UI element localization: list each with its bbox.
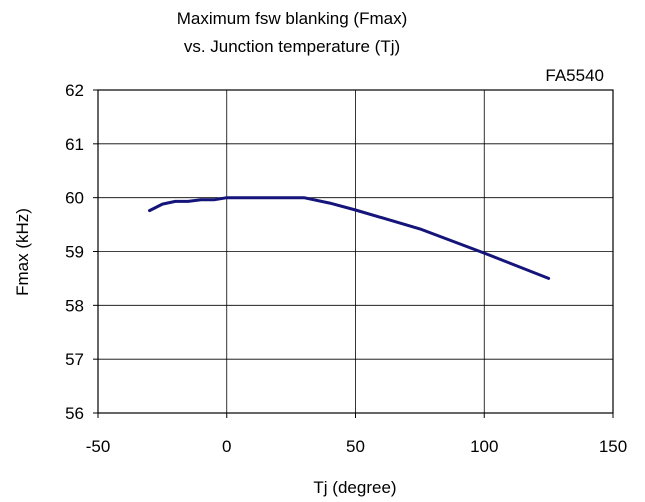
chart-title-line-2: vs. Junction temperature (Tj) [184,37,400,56]
y-axis-ticks: 56 57 58 59 60 61 62 [65,81,98,423]
y-axis-label: Fmax (kHz) [13,208,32,296]
y-tick-label: 56 [65,404,84,423]
x-tick-label: 50 [346,437,365,456]
y-tick-label: 61 [65,135,84,154]
x-axis-ticks: -50 0 50 100 150 [86,413,627,456]
y-tick-label: 59 [65,243,84,262]
x-tick-label: 150 [599,437,627,456]
series-line [148,196,551,280]
y-tick-label: 57 [65,350,84,369]
x-axis-label: Tj (degree) [313,478,396,497]
x-tick-label: 100 [470,437,498,456]
chart-annotation: FA5540 [545,66,604,85]
y-tick-label: 58 [65,296,84,315]
chart-title-line-1: Maximum fsw blanking (Fmax) [177,9,408,28]
grid [98,90,613,413]
y-tick-label: 60 [65,189,84,208]
x-tick-label: -50 [86,437,111,456]
y-tick-label: 62 [65,81,84,100]
x-tick-label: 0 [222,437,231,456]
